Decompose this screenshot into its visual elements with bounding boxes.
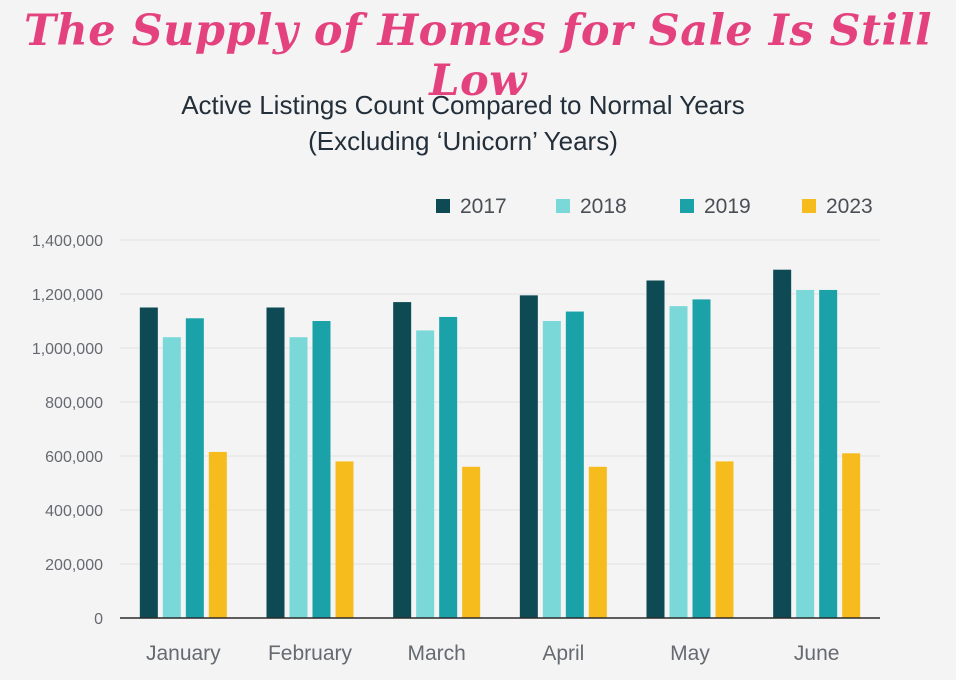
legend-swatch-2023: [802, 199, 816, 213]
y-tick-label: 800,000: [45, 395, 103, 412]
bar-2023-june: [842, 453, 861, 618]
bar-2019-february: [312, 321, 331, 618]
bar-2017-january: [139, 307, 158, 618]
bar-2018-may: [669, 306, 688, 618]
y-tick-label: 1,400,000: [32, 233, 103, 250]
bar-2017-february: [266, 307, 285, 618]
bar-2018-march: [416, 330, 435, 618]
bar-2018-february: [289, 337, 308, 618]
x-tick-label: April: [542, 642, 584, 665]
legend-label: 2023: [826, 195, 873, 218]
legend-swatch-2017: [436, 199, 450, 213]
x-tick-label: February: [268, 642, 353, 665]
legend: 2017 2018 2019 2023: [436, 195, 873, 218]
bar-2018-january: [162, 337, 181, 618]
bar-2019-june: [819, 289, 838, 618]
bar-2023-may: [715, 461, 734, 618]
y-tick-label: 200,000: [45, 557, 103, 574]
legend-swatch-2018: [556, 199, 570, 213]
bar-2019-march: [439, 316, 458, 618]
gridlines: [120, 239, 880, 565]
bar-2023-january: [208, 451, 227, 618]
x-axis-ticks: January February March April May June: [146, 642, 839, 665]
y-tick-label: 600,000: [45, 449, 103, 466]
x-tick-label: March: [407, 642, 465, 665]
y-tick-label: 400,000: [45, 503, 103, 520]
headline: The Supply of Homes for Sale Is Still Lo…: [24, 6, 932, 106]
y-tick-label: 1,200,000: [32, 287, 103, 304]
bar-2018-april: [542, 321, 561, 618]
x-tick-label: May: [670, 642, 710, 665]
bar-2023-april: [588, 466, 607, 618]
y-axis-ticks: 0 200,000 400,000 600,000 800,000 1,000,000 1,…: [32, 233, 103, 628]
bar-2017-may: [646, 280, 665, 618]
bar-2019-may: [692, 299, 711, 618]
x-tick-label: January: [146, 642, 221, 665]
bar-2017-june: [773, 269, 792, 618]
legend-label: 2019: [704, 195, 751, 218]
bar-2017-april: [519, 295, 538, 618]
x-tick-label: June: [794, 642, 840, 665]
bar-2023-february: [335, 461, 354, 618]
chart-title: Active Listings Count Compared to Normal…: [181, 90, 745, 120]
bar-2019-january: [185, 318, 204, 618]
bar-2023-march: [462, 466, 481, 618]
bars: [139, 269, 861, 618]
legend-label: 2017: [460, 195, 507, 218]
bar-2019-april: [565, 311, 584, 618]
legend-label: 2018: [580, 195, 627, 218]
y-tick-label: 0: [94, 611, 103, 628]
bar-2018-june: [796, 289, 815, 618]
bar-2017-march: [393, 302, 412, 618]
y-tick-label: 1,000,000: [32, 341, 103, 358]
chart-subtitle: (Excluding ‘Unicorn’ Years): [308, 126, 618, 156]
legend-swatch-2019: [680, 199, 694, 213]
